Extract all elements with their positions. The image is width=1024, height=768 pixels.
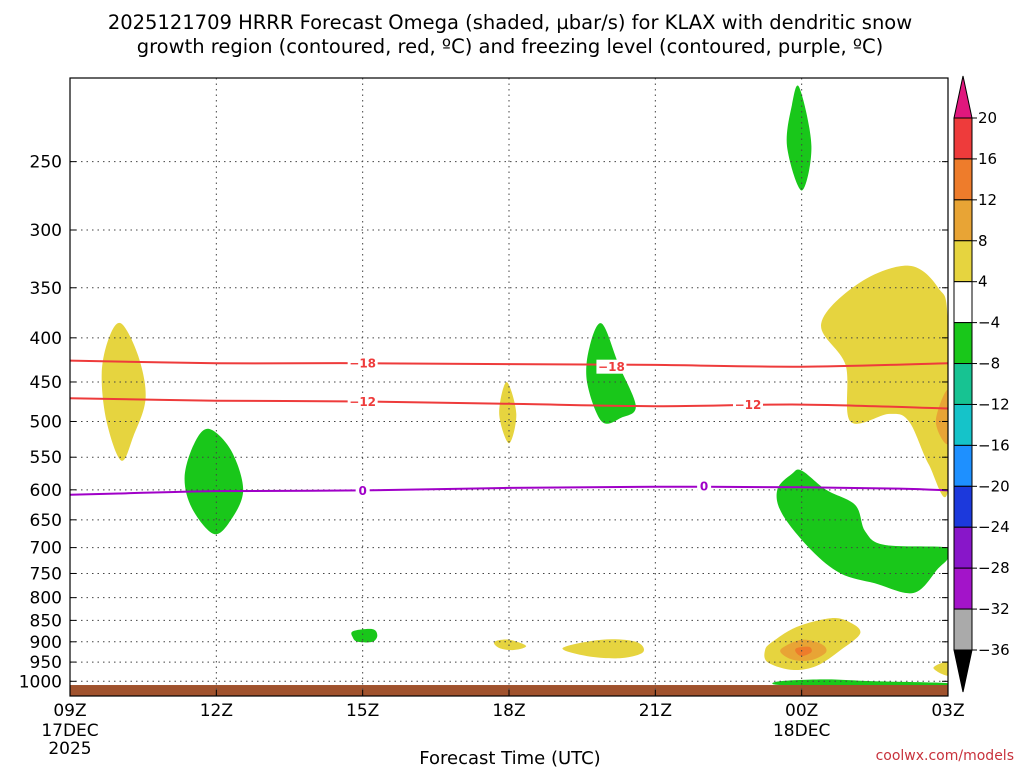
colorbar-label: −20: [978, 477, 1010, 495]
y-tick-label: 600: [30, 481, 62, 501]
colorbar-label: −24: [978, 518, 1010, 536]
y-tick-label: 550: [30, 448, 62, 468]
x-tick-label: 21Z: [639, 701, 672, 721]
colorbar-swatch: [953, 567, 973, 610]
contour-label: −18: [349, 357, 376, 371]
contour-label: −18: [598, 360, 625, 374]
colorbar-swatch: [953, 240, 973, 283]
colorbar-swatch: [953, 199, 973, 242]
chart-title: 2025121709 HRRR Forecast Omega (shaded, …: [108, 11, 912, 58]
colorbar-label: 4: [978, 273, 988, 291]
y-tick-label: 400: [30, 329, 62, 349]
contour-line: [69, 485, 949, 496]
colorbar-label: 12: [978, 191, 997, 209]
colorbar-label: −32: [978, 600, 1010, 618]
colorbar-swatch: [953, 403, 973, 446]
x-tick-label: 09Z: [53, 701, 86, 721]
contour-line: [69, 397, 949, 410]
contour-label: 0: [358, 484, 366, 498]
y-tick-label: 750: [30, 564, 62, 584]
x-tick-sublabel: 18DEC: [773, 721, 830, 741]
y-tick-label: 250: [30, 153, 62, 173]
omega-region-7: [776, 469, 948, 594]
x-tick-label: 18Z: [492, 701, 525, 721]
colorbar-label: 8: [978, 232, 988, 250]
plot-area: [70, 85, 948, 696]
colorbar-label: 16: [978, 150, 997, 168]
contour-label: −12: [735, 398, 762, 412]
omega-region-2: [499, 382, 517, 444]
omega-region-9: [493, 639, 527, 651]
x-tick-sublabel: 17DEC: [41, 721, 98, 741]
y-tick-label: 450: [30, 373, 62, 393]
colorbar-swatch: [953, 117, 973, 160]
x-tick-sublabel: 2025: [48, 739, 91, 759]
colorbar-bottom-arrow: [953, 649, 973, 693]
omega-region-13: [795, 646, 812, 657]
colorbar-swatch: [953, 608, 973, 651]
colorbar-swatch: [953, 158, 973, 201]
colorbar-label: −8: [978, 355, 1000, 373]
y-tick-label: 700: [30, 539, 62, 559]
colorbar-swatch: [953, 281, 973, 324]
credit-link[interactable]: coolwx.com/models: [876, 748, 1014, 764]
colorbar-label: −4: [978, 314, 1000, 332]
x-tick-label: 03Z: [931, 701, 964, 721]
colorbar-swatch: [953, 485, 973, 528]
y-tick-label: 650: [30, 511, 62, 531]
y-tick-label: 350: [30, 279, 62, 299]
colorbar-swatch: [953, 526, 973, 569]
y-tick-label: 850: [30, 611, 62, 631]
colorbar-label: −36: [978, 641, 1010, 659]
colorbar-label: −28: [978, 559, 1010, 577]
x-axis-label: Forecast Time (UTC): [419, 748, 600, 768]
colorbar-swatch: [953, 363, 973, 405]
contour-label-bg: [347, 394, 378, 409]
contour-line: [69, 359, 949, 368]
y-tick-label: 1000: [19, 672, 62, 692]
colorbar-legend: 20 16 12 8 4 −4 −8 −12 −16 −20 −24 −28 −32 −36: [953, 75, 1010, 693]
omega-region-8: [351, 628, 378, 643]
y-tick-label: 300: [30, 221, 62, 241]
omega-region-1: [184, 428, 244, 535]
colorbar-top-arrow: [953, 75, 973, 119]
omega-region-6: [935, 390, 948, 445]
colorbar-swatch: [953, 444, 973, 487]
contour-label-bg: [697, 479, 712, 494]
temperature-contours: −18 −18 −12 −12 0 0: [69, 356, 949, 498]
omega-region-14: [933, 661, 948, 676]
omega-region-4: [786, 85, 812, 191]
omega-region-10: [562, 639, 644, 659]
contour-label-bg: [596, 359, 627, 374]
x-tick-label: 12Z: [200, 701, 233, 721]
y-tick-label: 900: [30, 633, 62, 653]
contour-label-bg: [347, 356, 378, 371]
chart-title-line-2: growth region (contoured, red, ºC) and f…: [137, 35, 884, 58]
omega-region-0: [101, 322, 146, 461]
contour-label-bg: [355, 483, 370, 498]
x-tick-label: 15Z: [346, 701, 379, 721]
chart-title-line-1: 2025121709 HRRR Forecast Omega (shaded, …: [108, 11, 912, 34]
colorbar-label: −12: [978, 395, 1010, 413]
y-tick-label: 500: [30, 412, 62, 432]
colorbar-label: −16: [978, 436, 1010, 454]
grid-lines: [69, 78, 949, 696]
contour-label-bg: [733, 397, 764, 412]
contour-label: 0: [700, 480, 708, 494]
colorbar-label: 20: [978, 109, 997, 127]
x-tick-label: 00Z: [785, 701, 818, 721]
y-axis-ticks: 2503003504004505005506006507007508008509…: [19, 153, 948, 692]
colorbar-swatch: [953, 322, 973, 365]
contour-label: −12: [349, 395, 376, 409]
y-tick-label: 800: [30, 589, 62, 609]
y-tick-label: 950: [30, 653, 62, 673]
omega-region-5: [821, 265, 948, 498]
